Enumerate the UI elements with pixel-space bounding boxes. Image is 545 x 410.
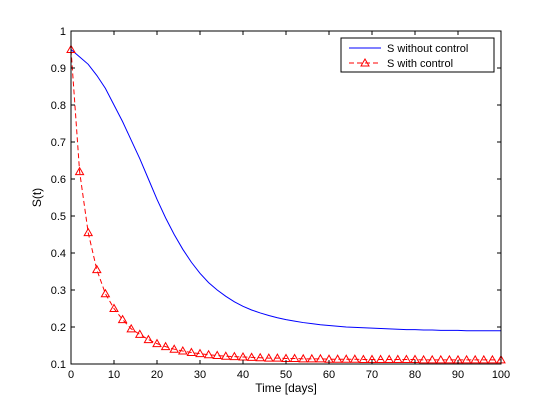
data-point bbox=[220, 351, 231, 360]
data-point bbox=[83, 227, 94, 237]
y-axis-label: S(t) bbox=[30, 188, 44, 207]
data-point bbox=[384, 354, 395, 364]
y-tick-label: 0.5 bbox=[51, 211, 66, 223]
data-point bbox=[100, 288, 111, 298]
data-point bbox=[212, 350, 223, 359]
data-point bbox=[186, 347, 197, 357]
data-point bbox=[444, 354, 455, 364]
data-point bbox=[487, 354, 498, 364]
x-tick-label: 20 bbox=[151, 369, 163, 381]
data-point bbox=[91, 264, 102, 274]
x-tick-label: 30 bbox=[194, 369, 206, 381]
data-point bbox=[427, 354, 438, 364]
y-tick-label: 0.8 bbox=[51, 100, 66, 112]
data-point bbox=[332, 354, 343, 363]
legend-marker bbox=[360, 57, 370, 67]
x-tick-label: 10 bbox=[108, 369, 120, 381]
y-axis: 0.1 0.2 0.3 0.4 0.5 0.6 0.7 0.8 0.9 1 bbox=[51, 26, 501, 371]
data-point bbox=[229, 351, 240, 361]
y-tick-label: 0.9 bbox=[51, 63, 66, 75]
data-point bbox=[203, 349, 214, 359]
data-point bbox=[315, 353, 326, 363]
data-point bbox=[349, 354, 360, 363]
series-layer bbox=[66, 44, 506, 364]
x-tick-label: 90 bbox=[452, 369, 464, 381]
data-point bbox=[109, 303, 119, 312]
data-point bbox=[74, 166, 85, 176]
x-tick-label: 80 bbox=[409, 369, 421, 381]
data-point bbox=[246, 352, 257, 361]
data-point bbox=[306, 353, 317, 363]
data-point bbox=[238, 351, 248, 361]
data-point bbox=[195, 348, 205, 358]
data-point bbox=[255, 352, 266, 362]
legend-entry: S with control bbox=[387, 58, 453, 70]
legend: S without control S with control bbox=[340, 37, 495, 73]
y-tick-label: 0.6 bbox=[51, 174, 66, 186]
y-tick-label: 0.4 bbox=[51, 248, 66, 260]
data-point bbox=[152, 338, 162, 348]
data-point bbox=[160, 341, 171, 351]
legend-entry: S without control bbox=[387, 43, 468, 55]
data-point bbox=[143, 334, 154, 344]
data-point bbox=[289, 353, 300, 362]
data-point bbox=[263, 353, 274, 362]
data-point bbox=[401, 354, 412, 364]
plot-area bbox=[71, 31, 501, 364]
data-point bbox=[358, 354, 369, 364]
x-tick-label: 100 bbox=[492, 369, 510, 381]
y-tick-label: 0.1 bbox=[51, 359, 66, 371]
data-point bbox=[126, 323, 137, 333]
data-point bbox=[470, 354, 481, 364]
data-point bbox=[177, 346, 188, 355]
data-point bbox=[375, 354, 386, 364]
y-tick-label: 0.7 bbox=[51, 137, 66, 149]
x-tick-label: 0 bbox=[68, 369, 74, 381]
series-line-s-without-control bbox=[70, 49, 501, 332]
y-tick-label: 1 bbox=[60, 26, 66, 38]
data-point bbox=[341, 354, 352, 363]
x-tick-label: 50 bbox=[280, 369, 292, 381]
y-tick-label: 0.2 bbox=[51, 322, 66, 334]
data-point bbox=[134, 329, 145, 338]
data-point bbox=[418, 354, 429, 364]
data-point bbox=[435, 354, 446, 364]
data-point bbox=[461, 354, 472, 364]
data-point bbox=[478, 354, 489, 364]
x-tick-label: 40 bbox=[237, 369, 249, 381]
x-tick-label: 60 bbox=[323, 369, 335, 381]
data-point bbox=[392, 354, 403, 364]
data-point bbox=[117, 314, 128, 324]
data-point bbox=[298, 353, 309, 363]
x-axis-label: Time [days] bbox=[255, 381, 317, 395]
y-tick-label: 0.3 bbox=[51, 285, 66, 297]
data-point bbox=[169, 344, 180, 353]
data-point bbox=[272, 353, 283, 362]
x-tick-label: 70 bbox=[366, 369, 378, 381]
x-axis: 0 10 20 30 40 50 60 70 80 90 100 bbox=[68, 31, 510, 381]
